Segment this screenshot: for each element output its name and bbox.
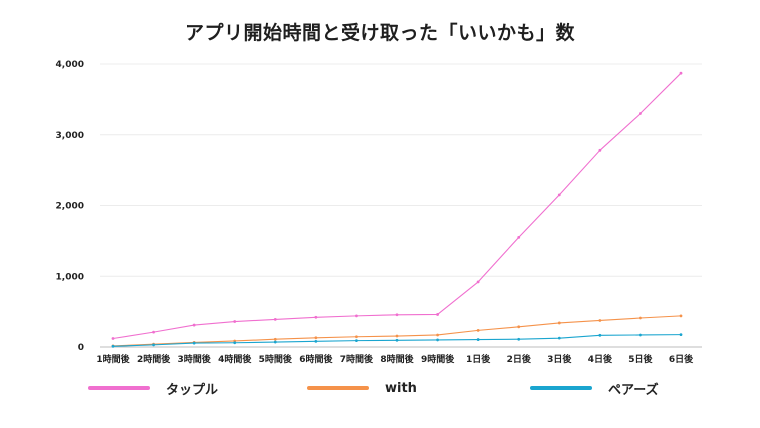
data-point <box>476 328 480 332</box>
data-point <box>395 334 399 338</box>
legend-label: ペアーズ <box>608 382 659 398</box>
legend-item-pairs: ペアーズ <box>530 378 659 398</box>
data-point <box>639 316 642 320</box>
data-point <box>679 71 683 75</box>
data-point <box>314 315 318 319</box>
data-point <box>192 341 196 345</box>
data-point <box>355 335 358 339</box>
data-point <box>639 112 642 115</box>
data-point <box>355 314 358 318</box>
data-point <box>355 339 358 343</box>
x-tick-label: 8時間後 <box>380 353 414 365</box>
data-point <box>517 325 521 329</box>
data-point <box>517 235 521 239</box>
data-point <box>557 321 561 325</box>
x-tick-label: 4日後 <box>588 353 613 365</box>
data-point <box>436 338 439 342</box>
legend-swatch <box>530 386 592 390</box>
legend-swatch <box>307 386 369 390</box>
data-point <box>598 319 602 322</box>
x-tick-label: 9時間後 <box>421 353 455 365</box>
data-point <box>152 343 155 347</box>
data-point <box>152 330 155 334</box>
data-point <box>233 341 237 345</box>
legend-item-tapple: タップル <box>88 378 218 398</box>
chart-title: アプリ開始時間と受け取った「いいかも」数 <box>184 22 575 44</box>
data-point <box>273 337 277 341</box>
x-tick-label: 2時間後 <box>137 353 171 365</box>
data-point <box>273 318 277 321</box>
data-point <box>111 344 115 348</box>
data-point <box>598 148 602 152</box>
data-point <box>557 193 561 197</box>
data-point <box>679 333 683 337</box>
x-tick-label: 2日後 <box>507 353 532 365</box>
y-tick-label: 1,000 <box>56 272 84 282</box>
y-tick-label: 2,000 <box>56 202 84 212</box>
data-point <box>436 333 439 337</box>
x-tick-label: 3日後 <box>547 353 572 365</box>
x-tick-label: 1日後 <box>466 353 491 365</box>
data-point <box>192 323 196 327</box>
data-point <box>233 320 237 323</box>
data-point <box>476 280 480 284</box>
data-point <box>395 338 399 342</box>
data-point <box>436 313 439 316</box>
x-tick-label: 5時間後 <box>259 353 293 365</box>
legend-item-with: with <box>307 378 417 398</box>
data-point <box>598 333 602 337</box>
x-tick-label: 3時間後 <box>178 353 212 365</box>
data-point <box>679 314 683 318</box>
x-tick-label: 4時間後 <box>218 353 252 365</box>
data-point <box>517 337 521 341</box>
y-tick-label: 4,000 <box>56 60 84 70</box>
data-point <box>557 336 561 340</box>
legend-label: with <box>385 380 417 396</box>
y-tick-label: 0 <box>78 343 84 353</box>
x-tick-label: 5日後 <box>628 353 653 365</box>
x-tick-label: 7時間後 <box>340 353 374 365</box>
data-point <box>639 333 642 337</box>
x-tick-label: 6日後 <box>669 353 694 365</box>
x-tick-label: 1時間後 <box>96 353 130 365</box>
data-point <box>273 340 277 344</box>
data-point <box>314 336 318 340</box>
data-point <box>395 313 399 317</box>
data-point <box>111 337 115 340</box>
legend-label: タップル <box>166 382 219 398</box>
x-tick-label: 6時間後 <box>299 353 333 365</box>
data-point <box>314 339 318 343</box>
data-point <box>476 338 480 341</box>
y-tick-label: 3,000 <box>56 131 84 141</box>
legend-swatch <box>88 386 150 390</box>
